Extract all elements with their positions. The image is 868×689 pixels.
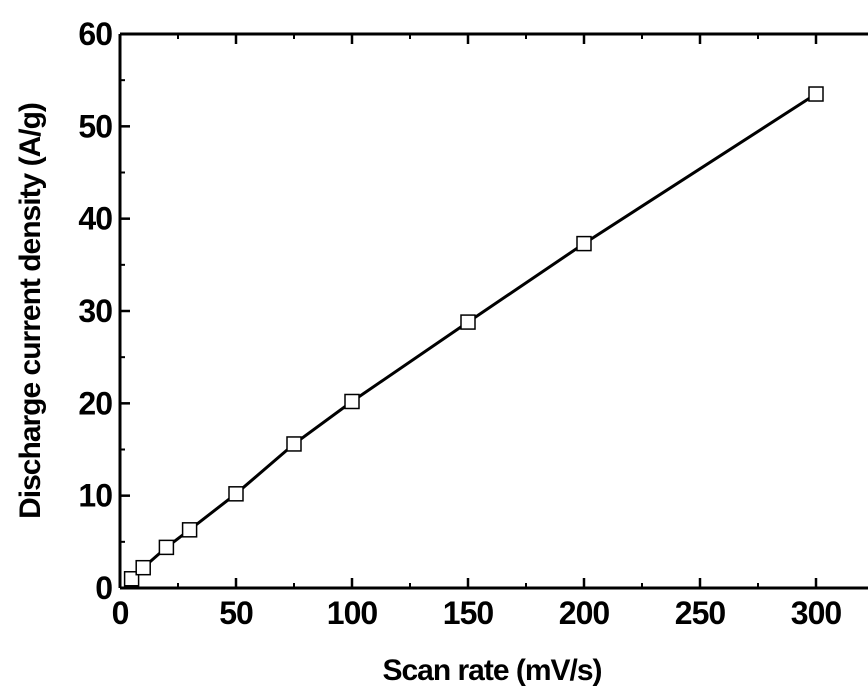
series-line	[130, 92, 817, 580]
x-tick-label: 250	[675, 595, 726, 631]
data-point	[135, 559, 151, 576]
x-axis-title: Scan rate (mV/s)	[382, 654, 601, 687]
plot-frame	[118, 32, 868, 590]
data-point	[123, 571, 140, 587]
x-tick-label: 50	[219, 595, 253, 631]
data-point	[158, 539, 175, 556]
x-tick-label: 150	[443, 595, 494, 631]
data-point	[286, 436, 302, 452]
data-point	[228, 486, 244, 502]
y-tick-label: 10	[78, 478, 112, 514]
data-point	[808, 86, 824, 102]
x-tick-label: 100	[327, 595, 378, 631]
data-point	[181, 522, 198, 538]
y-axis-title: Discharge current density (A/g)	[14, 103, 47, 519]
series-layer	[123, 86, 824, 587]
y-tick-label: 40	[78, 201, 112, 237]
axis-ticks	[118, 32, 818, 590]
tick-labels: 0 50 100 150 200 250 300 0 10 20 30 40 50 60	[78, 16, 842, 631]
x-tick-label: 200	[559, 595, 610, 631]
y-tick-label: 30	[78, 293, 112, 329]
y-tick-label: 20	[78, 385, 112, 421]
data-point	[344, 393, 360, 410]
data-point	[576, 235, 592, 252]
y-tick-label: 50	[78, 108, 112, 144]
x-tick-label: 0	[112, 595, 129, 631]
y-tick-label: 0	[95, 570, 112, 606]
data-point	[460, 314, 476, 330]
y-tick-label: 60	[78, 16, 112, 52]
x-tick-label: 300	[791, 595, 842, 631]
